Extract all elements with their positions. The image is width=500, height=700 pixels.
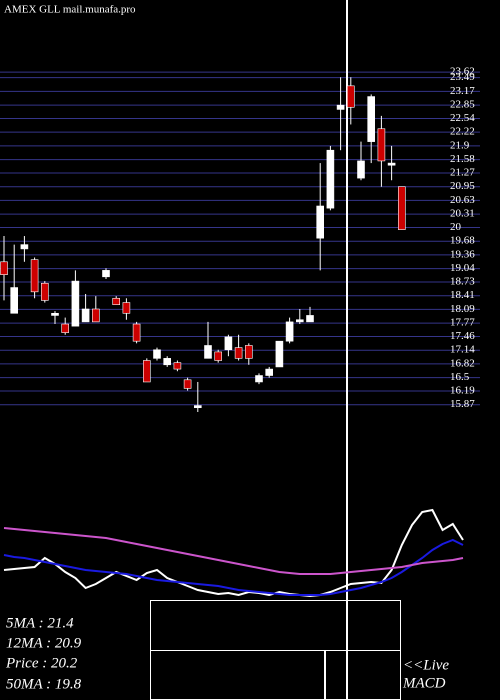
y-tick-label: 23.62 <box>450 66 475 78</box>
candle-body <box>102 270 110 278</box>
candle-body <box>30 259 39 293</box>
indicator-line <box>3 527 464 575</box>
y-tick-label: 22.54 <box>450 112 475 124</box>
y-tick-label: 17.77 <box>450 317 475 329</box>
chart-title: AMEX GLL mail.munafa.pro <box>4 4 136 16</box>
y-tick-label: 22.85 <box>450 99 475 111</box>
candle-body <box>81 308 90 323</box>
candle-body <box>163 358 171 366</box>
candle-body <box>306 315 314 323</box>
y-tick-label: 19.36 <box>450 248 475 260</box>
candle-body <box>316 205 325 239</box>
y-tick-label: 17.14 <box>450 344 475 356</box>
y-tick-label: 17.46 <box>450 330 475 342</box>
candle-body <box>153 349 161 359</box>
candle-body <box>285 321 294 342</box>
y-tick-label: 23.17 <box>450 85 475 97</box>
candle-body <box>204 345 212 359</box>
candle-body <box>51 312 59 316</box>
candle-body <box>245 345 253 359</box>
y-tick-label: 23.49 <box>450 71 475 83</box>
candle-body <box>214 351 222 361</box>
candle-body <box>234 347 243 359</box>
candle-body <box>295 319 304 323</box>
candle-body <box>397 186 406 230</box>
candle-body <box>255 375 263 383</box>
y-tick-label: 22.22 <box>450 126 475 138</box>
stat: 5MA : 21.4 <box>6 615 74 631</box>
y-tick-label: 20 <box>450 221 462 233</box>
y-tick-label: 16.82 <box>450 357 475 369</box>
candle-body <box>173 362 182 370</box>
candle-body <box>183 379 192 389</box>
candle-body <box>265 368 274 376</box>
stat: Price : 20.2 <box>5 655 78 671</box>
candle-body <box>122 302 131 314</box>
candle-body <box>377 128 386 162</box>
y-tick-label: 15.87 <box>450 398 475 410</box>
live-label: <<Live <box>403 657 449 673</box>
candle-body <box>326 149 335 209</box>
candle-body <box>40 282 49 301</box>
y-tick-label: 20.63 <box>450 194 475 206</box>
y-tick-label: 21.27 <box>450 166 475 178</box>
y-tick-label: 21.9 <box>450 139 470 151</box>
candle-body <box>194 405 202 409</box>
macd-label: MACD <box>402 675 446 691</box>
y-tick-label: 18.09 <box>450 303 475 315</box>
y-tick-label: 19.04 <box>450 262 475 274</box>
y-tick-label: 19.68 <box>450 235 475 247</box>
candle-body <box>143 360 151 383</box>
candle-body <box>112 297 120 306</box>
y-tick-label: 21.58 <box>450 153 475 165</box>
candle-body <box>336 104 345 110</box>
stat: 12MA : 20.9 <box>6 635 82 651</box>
y-tick-label: 16.5 <box>450 371 470 383</box>
candle-body <box>92 308 100 323</box>
candle-body <box>10 287 18 314</box>
candle-body <box>275 340 284 368</box>
y-tick-label: 18.73 <box>450 275 475 287</box>
candle-body <box>0 261 8 275</box>
candle-body <box>224 336 233 351</box>
candle-body <box>71 280 80 327</box>
candle-body <box>367 96 376 142</box>
y-tick-label: 20.31 <box>450 208 475 220</box>
indicator-line <box>3 538 464 596</box>
candle-body <box>20 244 29 250</box>
candle-body <box>387 162 396 166</box>
candle-body <box>346 85 355 108</box>
candle-body <box>132 323 141 342</box>
y-tick-label: 18.41 <box>450 289 475 301</box>
indicator-line <box>3 508 464 598</box>
candle-body <box>61 323 70 333</box>
y-tick-label: 16.19 <box>450 385 475 397</box>
candle-body <box>357 160 365 179</box>
y-tick-label: 20.95 <box>450 180 475 192</box>
stat: 50MA : 19.8 <box>6 676 82 692</box>
